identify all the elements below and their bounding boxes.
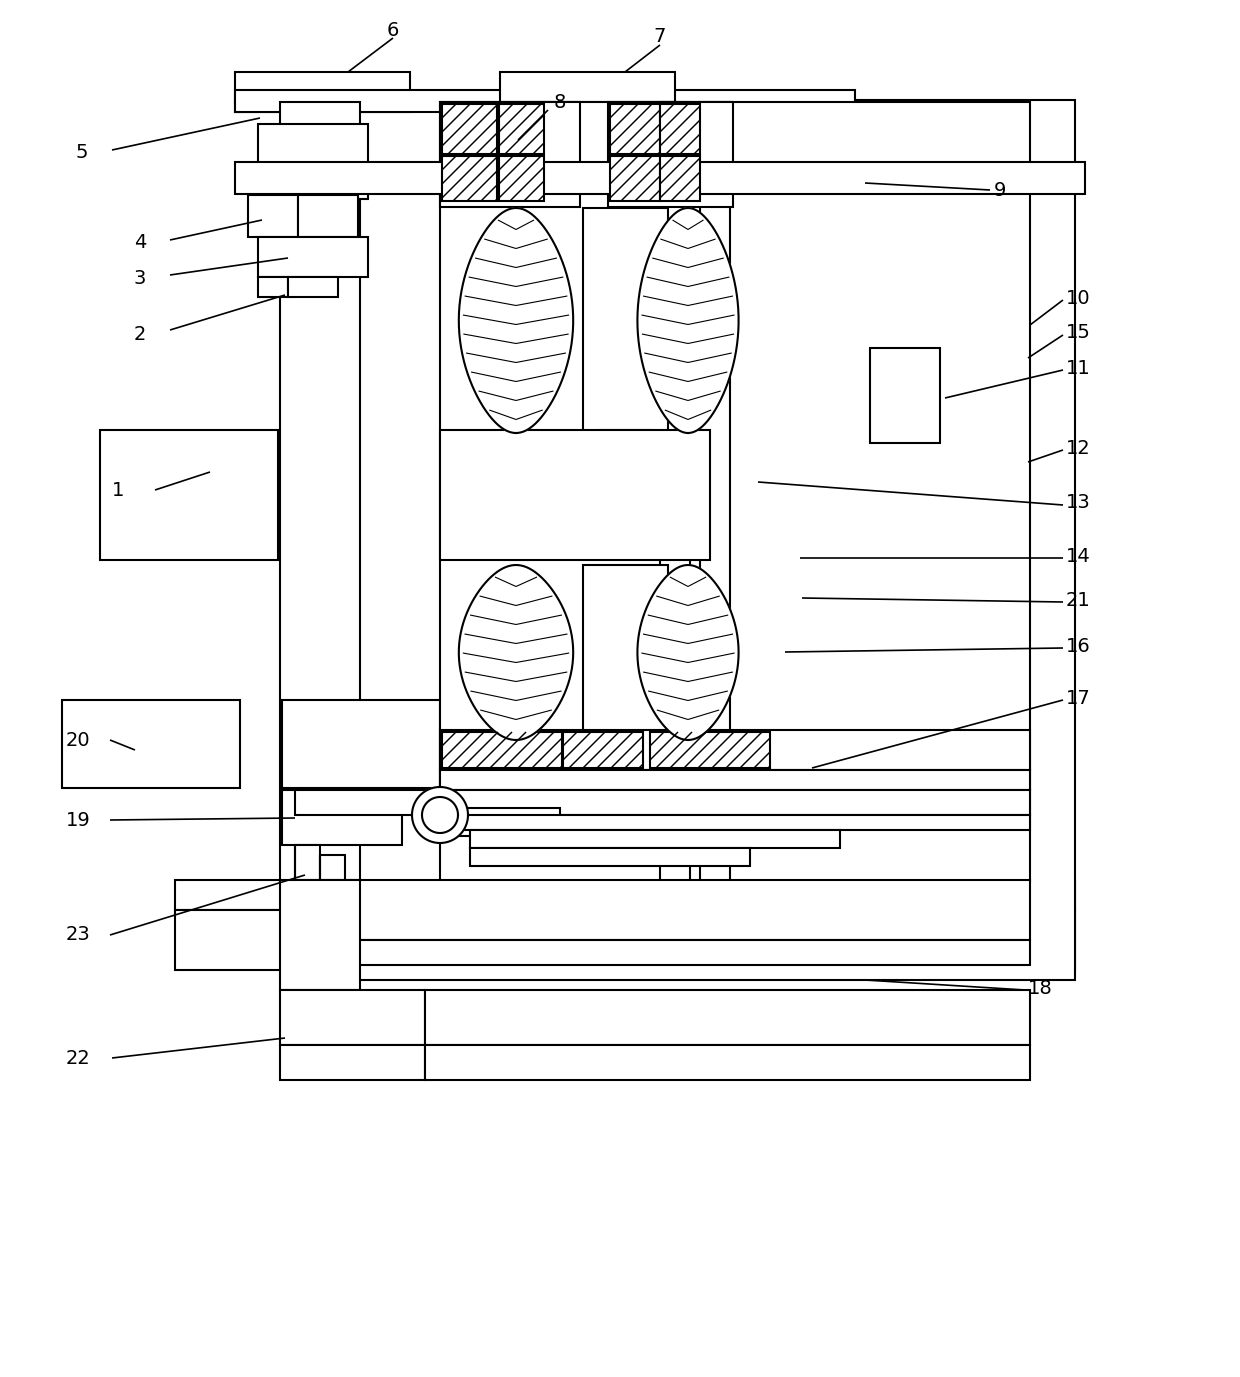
Bar bbox=[440, 730, 1030, 770]
Bar bbox=[320, 855, 345, 935]
Bar bbox=[650, 733, 770, 768]
Text: 6: 6 bbox=[387, 21, 399, 40]
Bar bbox=[295, 790, 1030, 815]
Bar bbox=[701, 102, 730, 883]
Text: 19: 19 bbox=[66, 811, 91, 829]
Bar bbox=[470, 848, 750, 866]
Polygon shape bbox=[637, 565, 739, 739]
Text: 16: 16 bbox=[1065, 636, 1090, 655]
Bar bbox=[236, 90, 856, 112]
Bar bbox=[288, 277, 339, 297]
Bar bbox=[440, 822, 560, 836]
Bar bbox=[295, 845, 320, 935]
Bar bbox=[62, 700, 241, 788]
Text: 18: 18 bbox=[1028, 979, 1053, 997]
Bar bbox=[441, 105, 497, 154]
Text: 13: 13 bbox=[1065, 493, 1090, 512]
Text: 22: 22 bbox=[66, 1048, 91, 1067]
Text: 10: 10 bbox=[1065, 289, 1090, 307]
Bar bbox=[281, 700, 440, 788]
Bar bbox=[608, 102, 733, 207]
Bar bbox=[248, 196, 298, 237]
Bar bbox=[280, 990, 425, 1045]
Bar bbox=[280, 102, 360, 883]
Text: 23: 23 bbox=[66, 925, 91, 945]
Text: 2: 2 bbox=[134, 325, 146, 344]
Text: 14: 14 bbox=[1065, 547, 1090, 566]
Bar bbox=[175, 880, 1075, 910]
Text: 5: 5 bbox=[76, 142, 88, 161]
Text: 17: 17 bbox=[1065, 688, 1090, 708]
Bar bbox=[583, 208, 668, 432]
Bar bbox=[583, 565, 668, 739]
Bar bbox=[258, 237, 368, 277]
Bar bbox=[440, 102, 580, 207]
Bar bbox=[425, 1045, 1030, 1080]
Text: 12: 12 bbox=[1065, 438, 1090, 457]
Text: 15: 15 bbox=[1065, 324, 1090, 343]
Bar bbox=[610, 156, 660, 201]
Bar bbox=[425, 990, 1030, 1045]
Bar bbox=[258, 124, 368, 200]
Polygon shape bbox=[459, 565, 573, 739]
Bar bbox=[870, 348, 940, 443]
Text: 7: 7 bbox=[653, 28, 666, 47]
Bar bbox=[280, 1045, 425, 1080]
Polygon shape bbox=[459, 208, 573, 432]
Bar bbox=[600, 500, 652, 536]
Bar bbox=[440, 770, 1030, 790]
Text: 21: 21 bbox=[1065, 591, 1090, 610]
Bar bbox=[258, 277, 288, 297]
Bar bbox=[305, 110, 1065, 969]
Bar bbox=[280, 880, 360, 990]
Bar bbox=[660, 105, 701, 154]
Bar bbox=[440, 102, 1030, 883]
Polygon shape bbox=[412, 788, 467, 843]
Bar bbox=[470, 830, 839, 848]
Bar bbox=[236, 102, 410, 112]
Bar bbox=[498, 156, 544, 201]
Bar bbox=[600, 430, 652, 465]
Text: 20: 20 bbox=[66, 731, 91, 749]
Bar bbox=[236, 72, 410, 102]
Text: 11: 11 bbox=[1065, 358, 1090, 377]
Text: 4: 4 bbox=[134, 234, 146, 252]
Polygon shape bbox=[637, 208, 739, 432]
Bar bbox=[440, 430, 711, 560]
Bar bbox=[295, 940, 1030, 965]
Text: 1: 1 bbox=[112, 481, 124, 500]
Bar bbox=[295, 101, 1075, 980]
Text: 8: 8 bbox=[554, 92, 567, 112]
Bar bbox=[441, 156, 497, 201]
Bar bbox=[440, 808, 560, 822]
Bar bbox=[298, 196, 358, 237]
Bar bbox=[498, 105, 544, 154]
Bar bbox=[281, 790, 402, 845]
Bar bbox=[295, 880, 1030, 940]
Bar bbox=[100, 430, 278, 560]
Bar bbox=[441, 733, 562, 768]
Bar bbox=[236, 162, 1085, 194]
Bar bbox=[440, 815, 1030, 830]
Bar bbox=[660, 156, 701, 201]
Bar bbox=[660, 102, 689, 883]
Bar bbox=[563, 733, 644, 768]
Bar bbox=[610, 105, 660, 154]
Bar bbox=[615, 465, 645, 500]
Bar bbox=[175, 910, 1075, 969]
Text: 3: 3 bbox=[134, 269, 146, 288]
Bar bbox=[500, 72, 675, 102]
Text: 9: 9 bbox=[993, 180, 1006, 200]
